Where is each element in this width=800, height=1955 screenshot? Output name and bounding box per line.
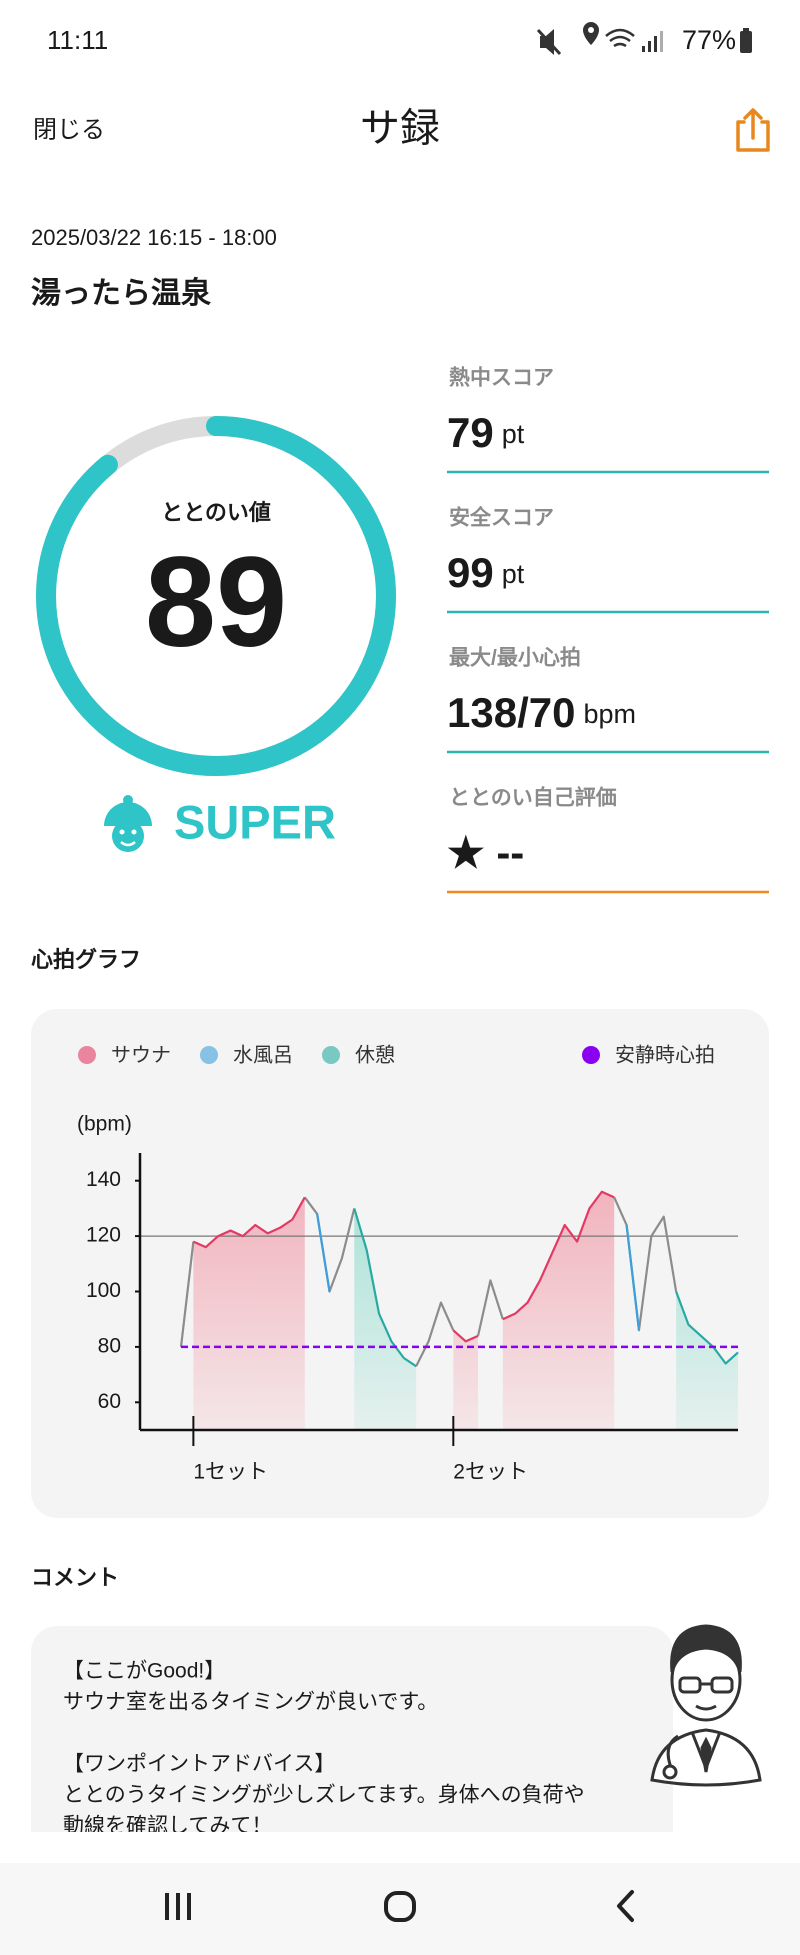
- gauge-label: ととのい値: [161, 500, 271, 525]
- line: [192, 1190, 615, 1343]
- rank-text: SUPER: [174, 795, 336, 848]
- legend-dot: [322, 1046, 340, 1064]
- score-unit: pt: [502, 419, 525, 449]
- y-tick-label: 120: [86, 1224, 121, 1247]
- score-unit: pt: [502, 559, 525, 589]
- session-datetime: 2025/03/22 16:15 - 18:00: [31, 225, 277, 250]
- score-number: 99: [447, 549, 494, 596]
- score-label: 安全スコア: [449, 506, 554, 530]
- score-label: 最大/最小心拍: [449, 646, 581, 670]
- nav-home[interactable]: [384, 1891, 416, 1922]
- y-tick-label: 60: [98, 1390, 121, 1413]
- line: [316, 1213, 641, 1331]
- comment-line: 動線を確認してみて！: [63, 1815, 272, 1838]
- page-title: サ録: [360, 107, 440, 151]
- y-tick-label: 100: [86, 1279, 121, 1302]
- status-time: 11:11: [47, 25, 108, 55]
- comment-line: ととのうタイミングが少しズレてます。身体への負荷や: [63, 1784, 585, 1807]
- comment-card: [31, 1626, 673, 1832]
- close-button[interactable]: 閉じる: [33, 116, 105, 143]
- chart: 60 80 100 120 140 1セット 2セット サウナ 水風呂 休憩 安静時心拍: [78, 1043, 739, 1484]
- comment-title: コメント: [31, 1565, 119, 1590]
- score-list: 熱中スコア 79 pt 安全スコア 99 pt 最大/最小心拍 138/70 bpm ととのい自己…: [447, 367, 769, 894]
- nav-recents[interactable]: [165, 1893, 191, 1920]
- line: [353, 1208, 739, 1368]
- y-tick-label: 80: [98, 1334, 121, 1357]
- area: [354, 1208, 738, 1430]
- score-value: ★ --: [447, 829, 524, 876]
- comment-line: 【ここがGood!】: [63, 1660, 225, 1683]
- status-battery: 77%: [682, 25, 736, 55]
- score-unit: bpm: [583, 699, 636, 729]
- chart-section-title: 心拍グラフ: [31, 947, 141, 972]
- chart-card: [31, 1009, 769, 1518]
- comment-line: サウナ室を出るタイミングが良いです。: [63, 1691, 438, 1714]
- status-icons: [536, 22, 752, 56]
- rank-icon: [104, 795, 152, 852]
- score-label: ととのい自己評価: [449, 786, 617, 810]
- session-place: 湯ったら温泉: [31, 276, 211, 310]
- score-value: 138/70 bpm: [447, 689, 636, 736]
- legend-label: 安静時心拍: [615, 1043, 715, 1066]
- area: [193, 1191, 615, 1430]
- score-value: 79 pt: [447, 409, 525, 456]
- legend-label: 水風呂: [233, 1043, 293, 1066]
- legend-dot: [200, 1046, 218, 1064]
- share-button[interactable]: [736, 108, 770, 152]
- comment-area: 【ここがGood!】サウナ室を出るタイミングが良いです。【ワンポイントアドバイス…: [31, 1626, 673, 1838]
- gauge-value: 89: [145, 531, 287, 674]
- comment-text: 【ここがGood!】サウナ室を出るタイミングが良いです。【ワンポイントアドバイス…: [63, 1660, 585, 1838]
- legend-dot: [78, 1046, 96, 1064]
- x-tick-label: 2セット: [453, 1461, 528, 1484]
- score-value: 99 pt: [447, 549, 525, 596]
- legend-dot: [582, 1046, 600, 1064]
- advisor-avatar: [650, 1624, 762, 1787]
- x-tick-label: 1セット: [193, 1461, 268, 1484]
- y-tick-label: 140: [86, 1168, 121, 1191]
- comment-line: 【ワンポイントアドバイス】: [63, 1753, 335, 1776]
- legend-label: 休憩: [355, 1043, 395, 1066]
- nav-back[interactable]: [617, 1890, 634, 1922]
- score-number: 79: [447, 409, 494, 456]
- gauge-arc: [36, 416, 396, 776]
- nav-bar: [0, 1863, 800, 1955]
- legend-label: サウナ: [111, 1044, 171, 1066]
- y-axis-label: (bpm): [77, 1113, 132, 1136]
- score-number: 138/70: [447, 689, 575, 736]
- score-label: 熱中スコア: [449, 367, 554, 390]
- score-number: ★ --: [447, 829, 524, 876]
